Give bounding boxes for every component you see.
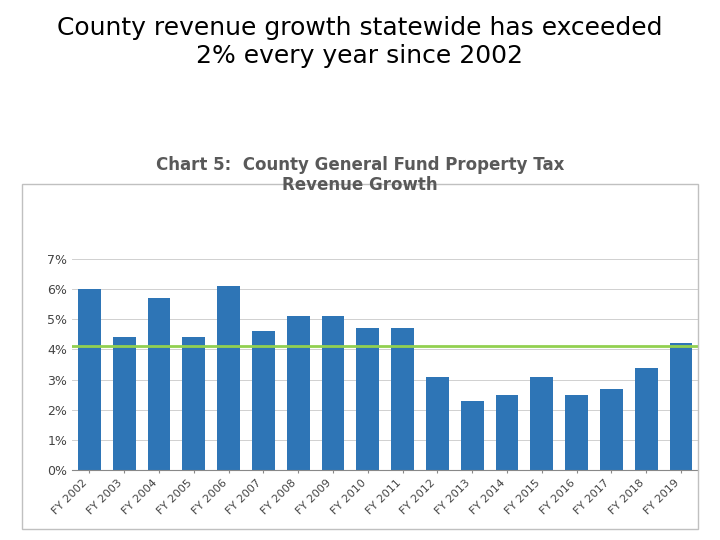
Text: Chart 5:  County General Fund Property Tax
Revenue Growth: Chart 5: County General Fund Property Ta… (156, 156, 564, 194)
Bar (635, 368, 657, 470)
Bar (217, 286, 240, 470)
Bar (600, 389, 623, 470)
Bar (670, 343, 693, 470)
Bar (252, 332, 275, 470)
Bar (391, 328, 414, 470)
Bar (287, 316, 310, 470)
Bar (148, 298, 171, 470)
Bar (531, 376, 553, 470)
Bar (78, 289, 101, 470)
Bar (461, 401, 484, 470)
Text: County revenue growth statewide has exceeded
2% every year since 2002: County revenue growth statewide has exce… (58, 16, 662, 68)
Bar (182, 338, 205, 470)
Bar (356, 328, 379, 470)
Bar (322, 316, 344, 470)
Bar (495, 395, 518, 470)
Bar (113, 338, 135, 470)
Bar (565, 395, 588, 470)
Bar (426, 376, 449, 470)
